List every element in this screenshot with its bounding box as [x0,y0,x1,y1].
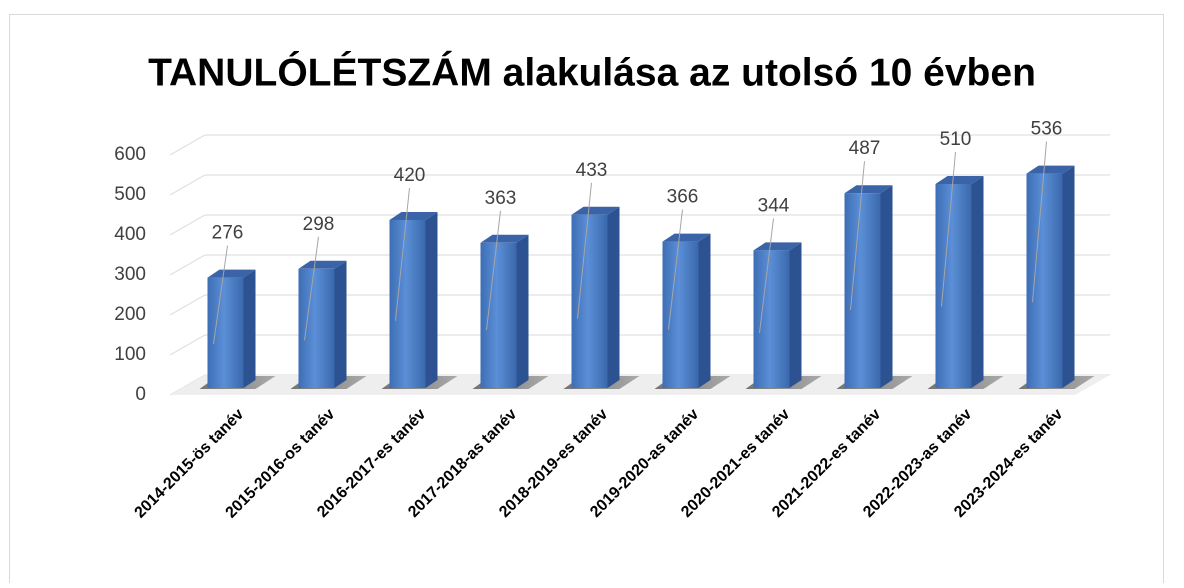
y-tick-label: 200 [114,304,146,325]
bar [290,260,367,389]
bar-front [662,241,699,388]
bar-side [425,212,438,388]
data-label: 276 [212,223,244,244]
y-tick-label: 0 [135,384,146,405]
grid-line [169,254,1110,276]
bar [745,242,822,389]
bar-side [698,233,711,388]
bar [927,176,1004,389]
leader-line [941,151,956,307]
bar-top [662,233,711,242]
data-label: 366 [667,187,699,208]
leader-line [486,210,501,330]
bar-side [880,185,893,388]
grid-line [169,134,1110,156]
bar-side [243,269,256,388]
data-label: 487 [849,138,881,159]
bar-front [753,250,790,388]
data-label: 536 [1031,119,1063,140]
bar-front [389,220,426,388]
bar [654,233,731,389]
bar [836,185,913,389]
data-label: 363 [485,188,517,209]
leader-line [577,182,592,319]
bar-front [207,277,244,388]
bar-top [844,185,893,194]
chart-title: TANULÓLÉTSZÁM alakulása az utolsó 10 évb… [148,50,1036,94]
bar [563,206,640,389]
leader-line [1032,141,1047,303]
leader-line [759,218,774,334]
bar [199,269,276,389]
grid-line [169,174,1110,196]
bar-top [207,269,256,278]
grid-line [169,334,1110,356]
bar-side [516,234,529,388]
data-label: 344 [758,195,790,216]
data-label: 298 [303,214,335,235]
leader-line [395,187,410,321]
data-label: 433 [576,160,608,181]
bar-top [389,212,438,220]
bar-top [298,260,347,269]
bar-side [789,242,802,388]
bar [1018,165,1095,389]
bar-top [480,234,529,243]
leader-line [213,245,228,344]
bar-front [935,184,972,388]
y-tick-label: 300 [114,264,146,285]
leader-line [668,209,683,330]
bar-side [971,176,984,388]
bar-side [334,260,347,388]
y-tick-label: 100 [114,344,146,365]
bar [381,212,458,389]
bar-front [844,193,881,388]
grid-line [169,294,1110,316]
bar-top [935,176,984,184]
y-tick-label: 400 [114,224,146,245]
grid-line [169,214,1110,236]
bar-side [607,206,620,388]
bar-front [480,242,517,388]
bar-side [1062,165,1075,388]
y-tick-label: 500 [114,184,146,205]
bar [472,234,549,389]
bar-top [1026,165,1075,174]
bar-front [298,268,335,388]
bar-top [571,206,620,215]
data-label: 510 [940,129,972,150]
leader-line [850,161,865,311]
bar-top [753,242,802,251]
bar-front [1026,173,1063,388]
data-label: 420 [394,165,426,186]
y-tick-label: 600 [114,144,146,165]
leader-line [304,236,319,341]
bar-front [571,214,608,388]
